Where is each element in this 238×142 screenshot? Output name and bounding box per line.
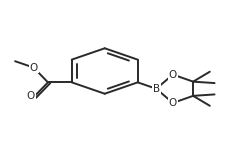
Text: B: B	[153, 84, 160, 94]
Text: O: O	[26, 91, 35, 101]
Text: O: O	[30, 63, 38, 73]
Text: O: O	[169, 70, 177, 80]
Text: O: O	[169, 98, 177, 108]
